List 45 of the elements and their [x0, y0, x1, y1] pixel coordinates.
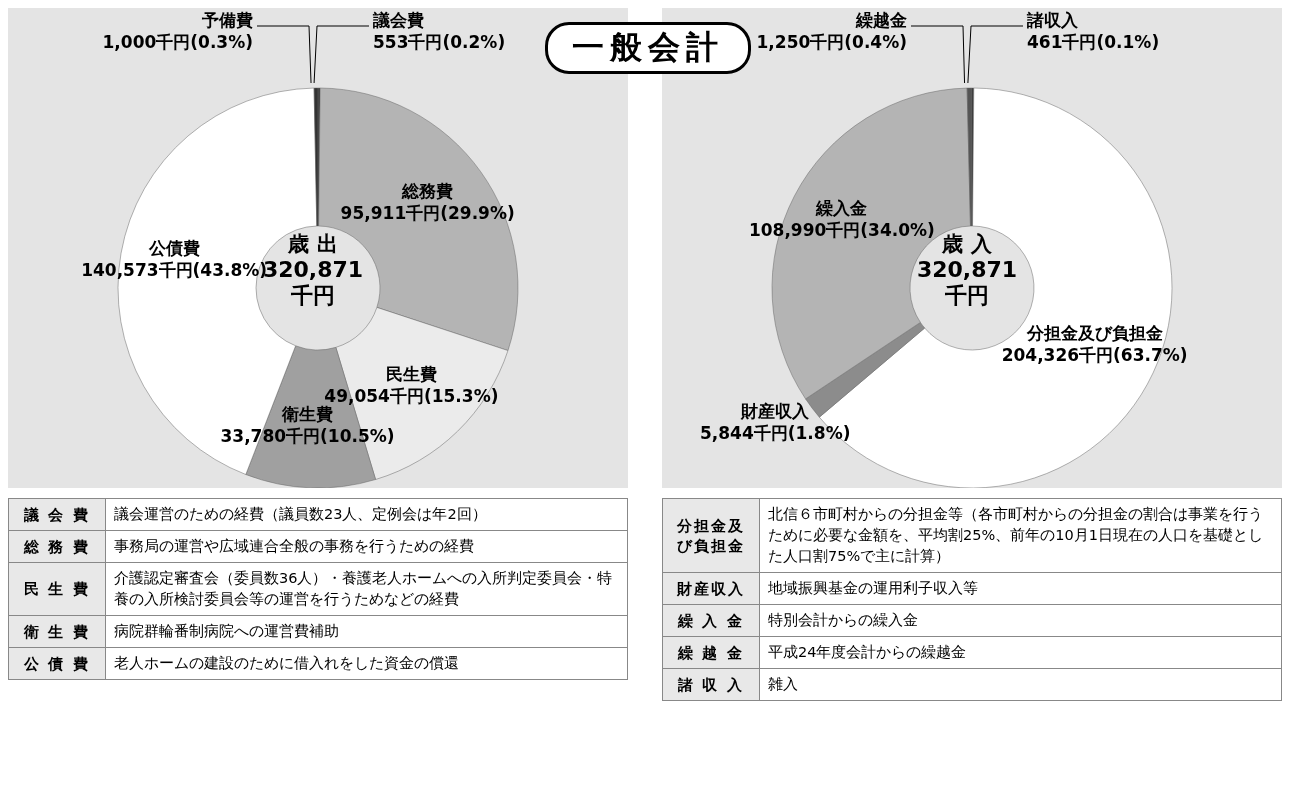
- slice-label: 予備費: [201, 10, 253, 30]
- text: 繰 入 金: [662, 604, 760, 637]
- text: 地域振興基金の運用利子収入等: [759, 572, 1282, 605]
- slice-label: 諸収入: [1026, 10, 1079, 30]
- text: 歳 出: [287, 231, 339, 257]
- data-label: 5,844千円(1.8%): [700, 423, 851, 444]
- text: 衛 生 費: [8, 615, 106, 648]
- text: 議会運営のための経費（議員数23人、定例会は年2回）: [105, 498, 628, 531]
- data-label: 33,780千円(10.5%): [220, 425, 395, 446]
- text: 総 務 費: [8, 530, 106, 563]
- text: 平成24年度会計からの繰越金: [759, 636, 1282, 669]
- text: 諸 収 入: [662, 668, 760, 701]
- slice-label: 繰越金: [855, 10, 907, 30]
- slice-label: 公債費: [147, 238, 200, 259]
- text: 雑入: [759, 668, 1282, 701]
- text: 老人ホームの建設のために借入れをした資金の償還: [105, 647, 628, 680]
- slice-label: 民生費: [385, 363, 437, 384]
- data-label: 49,054千円(15.3%): [324, 385, 499, 406]
- slice-label: 議会費: [372, 10, 424, 30]
- data-label: 1,000千円(0.3%): [102, 32, 253, 52]
- data-label: 1,250千円(0.4%): [756, 32, 907, 52]
- text: 歳 入: [942, 232, 992, 256]
- text: 320,871千円: [915, 257, 1019, 309]
- data-label: 108,990千円(34.0%): [748, 219, 935, 240]
- text: 民 生 費: [8, 562, 106, 616]
- slice-label: 衛生費: [281, 403, 334, 424]
- text: 特別会計からの繰入金: [759, 604, 1282, 637]
- text: 北信６市町村からの分担金等（各市町村からの分担金の割合は事業を行うために必要な金額を、平均割25%、前年の10月1日現在の人口を基礎とした人口割75%で主に計算）: [759, 498, 1282, 573]
- slice-label: 総務費: [401, 180, 454, 201]
- slice-label: 財産収入: [740, 401, 811, 422]
- text: 繰 越 金: [662, 636, 760, 669]
- text: 介護認定審査会（委員数36人）・養護老人ホームへの入所判定委員会・特養の入所検討委員会等の運営を行うためなどの経費: [105, 562, 628, 616]
- data-label: 553千円(0.2%): [373, 32, 506, 52]
- data-label: 95,911千円(29.9%): [340, 202, 515, 223]
- text: 事務局の運営や広域連合全般の事務を行うための経費: [105, 530, 628, 563]
- text: 病院群輪番制病院への運営費補助: [105, 615, 628, 648]
- text: 分担金及び負担金: [662, 498, 760, 573]
- text: 一般会計: [545, 22, 751, 74]
- slice-label: 繰入金: [815, 197, 868, 218]
- text: 財産収入: [662, 572, 760, 605]
- data-label: 204,326千円(63.7%): [1001, 344, 1188, 365]
- text: 議 会 費: [8, 498, 106, 531]
- data-label: 461千円(0.1%): [1027, 32, 1160, 52]
- slice-label: 分担金及び負担金: [1025, 322, 1163, 343]
- text: 公 債 費: [8, 647, 106, 680]
